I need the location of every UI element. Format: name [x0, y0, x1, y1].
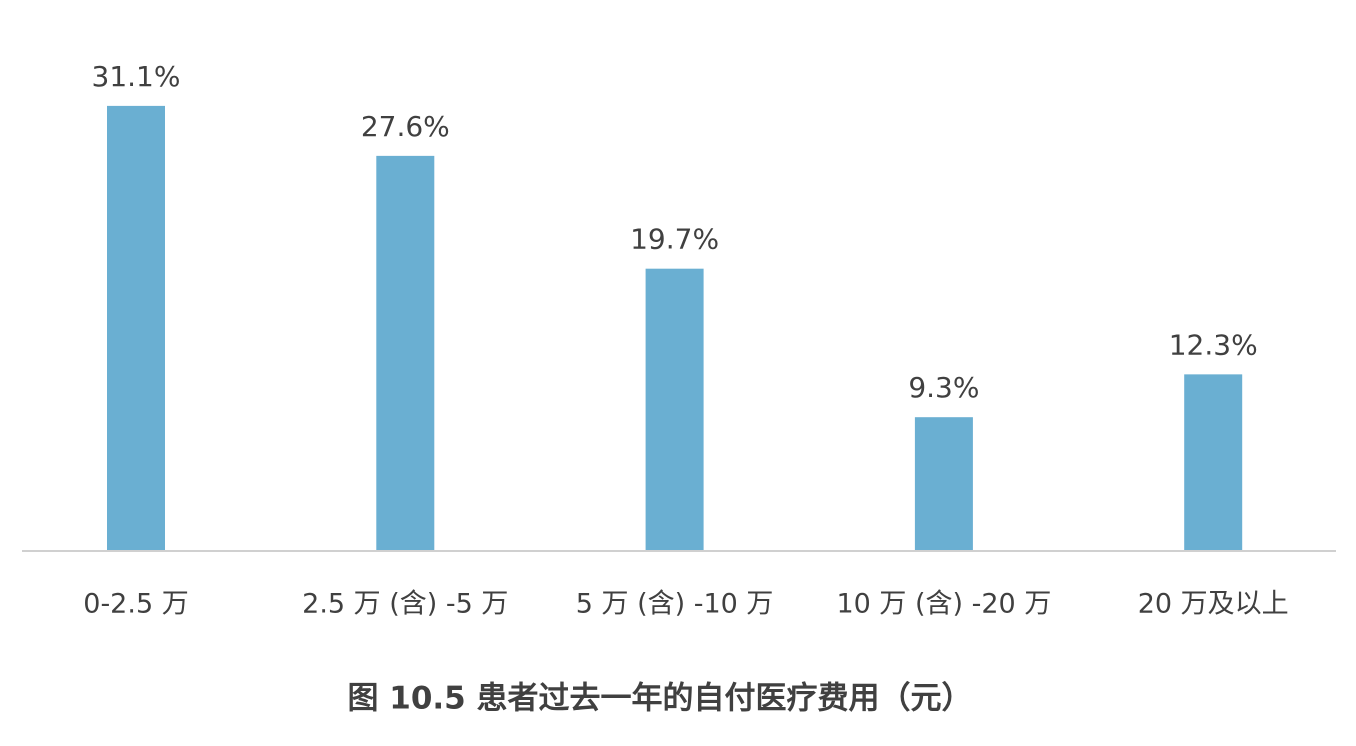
- bar: [645, 268, 704, 550]
- x-tick-label: 20 万及以上: [1138, 589, 1289, 620]
- bar: [914, 417, 973, 550]
- bar: [107, 105, 165, 550]
- x-tick-label: 2.5 万 (含) -5 万: [302, 589, 508, 620]
- chart-title: 图 10.5 患者过去一年的自付医疗费用（元）: [347, 681, 972, 717]
- value-label: 27.6%: [361, 110, 450, 143]
- bar: [1184, 374, 1243, 550]
- value-label: 12.3%: [1169, 328, 1258, 361]
- value-label: 19.7%: [630, 223, 719, 256]
- value-label: 9.3%: [908, 371, 979, 404]
- x-tick-label: 0-2.5 万: [83, 589, 188, 620]
- bar: [376, 155, 435, 550]
- x-tick-label: 10 万 (含) -20 万: [836, 589, 1051, 620]
- value-label: 31.1%: [92, 60, 181, 93]
- x-tick-label: 5 万 (含) -10 万: [576, 589, 774, 620]
